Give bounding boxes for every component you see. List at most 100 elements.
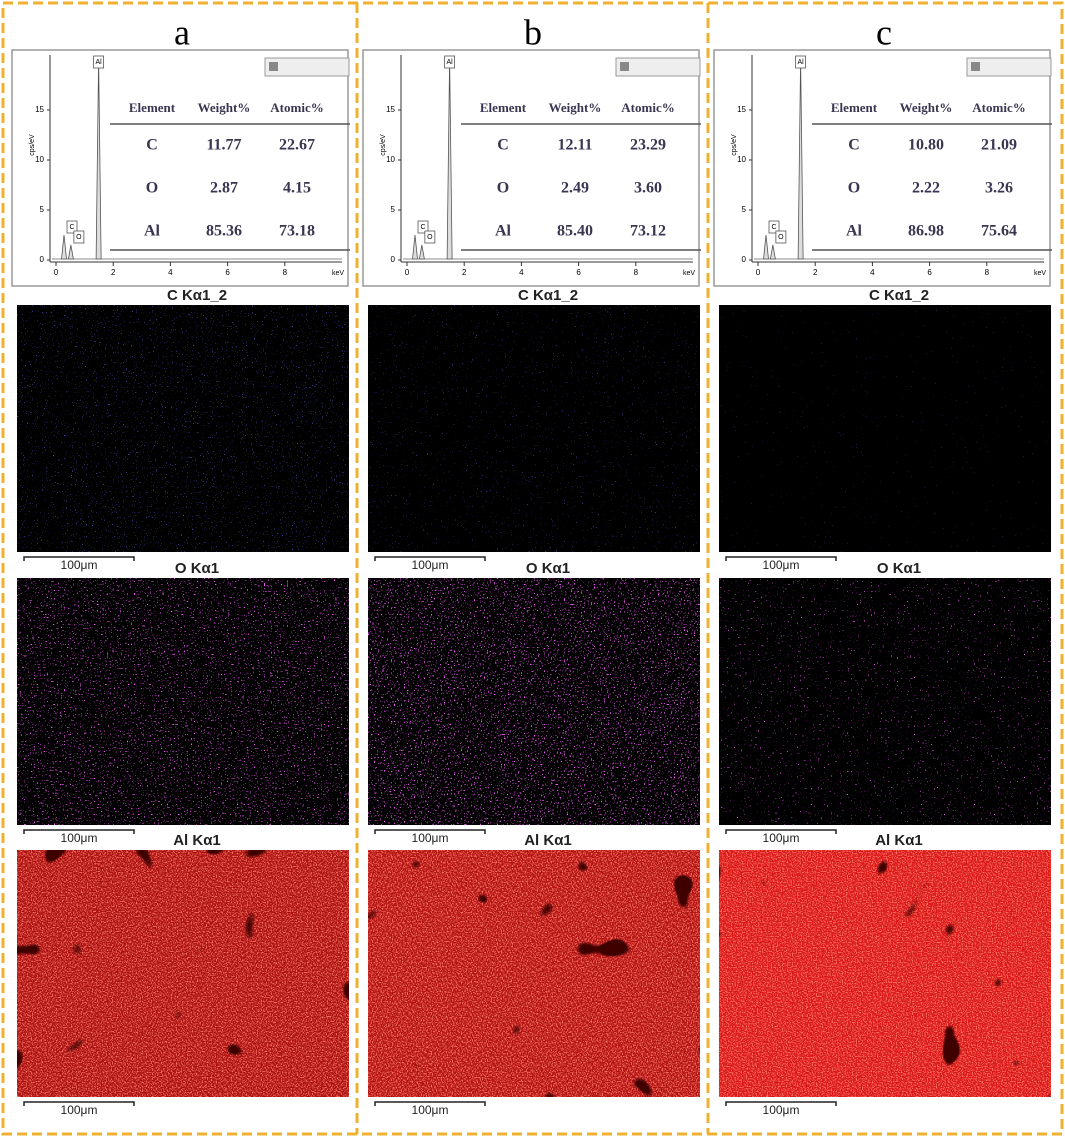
table-header: Element [831, 100, 878, 115]
scale-bar-label: 100μm [763, 558, 800, 572]
legend-box [264, 57, 350, 77]
peak [797, 57, 804, 260]
x-axis-label: keV [332, 270, 344, 277]
peak-label: Al [797, 59, 804, 66]
table-cell: 86.98 [908, 223, 944, 240]
table-cell: C [497, 137, 509, 154]
peak [95, 57, 102, 260]
x-tick-label: 6 [927, 268, 932, 277]
table-cell: 75.64 [981, 223, 1017, 240]
legend-box [615, 57, 701, 77]
table-cell: 3.60 [634, 180, 662, 197]
peak-label: C [771, 224, 776, 231]
table-cell: Al [144, 223, 161, 240]
y-tick-label: 15 [35, 105, 44, 114]
x-tick-label: 0 [405, 268, 410, 277]
scale-bar-label: 100μm [412, 831, 449, 845]
peak-label: C [69, 224, 74, 231]
table-cell: 3.26 [985, 180, 1013, 197]
peak [769, 244, 776, 260]
scale-bar [725, 829, 837, 834]
map-noise [368, 578, 700, 825]
scale-bar-label: 100μm [61, 558, 98, 572]
table-cell: 10.80 [908, 137, 944, 154]
y-tick-label: 0 [40, 255, 45, 264]
scale-bar-label: 100μm [763, 831, 800, 845]
map-voids [17, 850, 349, 1097]
map-title: Al Kα1 [173, 832, 221, 849]
table-header: Weight% [900, 100, 953, 115]
x-tick-label: 4 [519, 268, 524, 277]
y-axis-label: cps/eV [731, 134, 738, 156]
map-voids [368, 850, 700, 1097]
peak-label-box [444, 55, 456, 69]
table-cell: 73.18 [279, 223, 315, 240]
y-tick-label: 15 [386, 105, 395, 114]
table-cell: 12.11 [557, 137, 592, 154]
spectrum-box [362, 49, 700, 287]
y-tick-label: 5 [742, 205, 747, 214]
panel-label: c [876, 12, 892, 52]
peak-label-box [93, 55, 105, 69]
peak-label-box [775, 230, 787, 244]
peak [61, 234, 67, 260]
map-title: O Kα1 [526, 560, 570, 577]
table-header: Weight% [549, 100, 602, 115]
table-cell: O [146, 180, 158, 197]
peak-label: C [420, 224, 425, 231]
peak-label: Al [95, 59, 102, 66]
table-header: Weight% [198, 100, 251, 115]
map-noise [368, 305, 700, 552]
scale-bar [725, 1101, 837, 1106]
table-cell: 85.40 [557, 223, 593, 240]
peak-label-box [768, 220, 780, 234]
scale-bar [23, 1101, 135, 1106]
table-cell: 85.36 [206, 223, 242, 240]
table-cell: O [848, 180, 860, 197]
peak-label-box [417, 220, 429, 234]
table-cell: C [146, 137, 158, 154]
y-tick-label: 0 [742, 255, 747, 264]
y-tick-label: 15 [737, 105, 746, 114]
table-cell: Al [495, 223, 512, 240]
peak-label: O [427, 234, 433, 241]
map-title: C Kα1_2 [518, 287, 578, 304]
table-cell: 4.15 [283, 180, 311, 197]
scale-bar-label: 100μm [763, 1103, 800, 1117]
peak-label: O [778, 234, 784, 241]
scale-bar-label: 100μm [61, 1103, 98, 1117]
peak [418, 244, 425, 260]
table-cell: 21.09 [981, 137, 1017, 154]
y-tick-label: 10 [737, 155, 746, 164]
peak-label: Al [446, 59, 453, 66]
map-title: C Kα1_2 [167, 287, 227, 304]
scale-bar [23, 556, 135, 561]
scale-bar-label: 100μm [412, 1103, 449, 1117]
table-header: Element [480, 100, 527, 115]
peak-label-box [73, 230, 85, 244]
table-cell: 2.49 [561, 180, 589, 197]
scale-bar [374, 1101, 486, 1106]
y-axis-label: cps/eV [29, 134, 36, 156]
x-tick-label: 0 [54, 268, 59, 277]
peak-label-box [424, 230, 436, 244]
y-tick-label: 10 [386, 155, 395, 164]
x-tick-label: 2 [813, 268, 818, 277]
legend-swatch [620, 62, 629, 71]
x-axis-label: keV [683, 270, 695, 277]
scale-bar [23, 829, 135, 834]
table-cell: C [848, 137, 860, 154]
x-tick-label: 0 [756, 268, 761, 277]
legend-swatch [971, 62, 980, 71]
map-title: O Kα1 [175, 560, 219, 577]
map-voids [719, 850, 1051, 1097]
table-header: Atomic% [972, 100, 1025, 115]
peak [446, 57, 453, 260]
map-title: Al Kα1 [875, 832, 923, 849]
map-title: Al Kα1 [524, 832, 572, 849]
legend-swatch [269, 62, 278, 71]
x-axis-label: keV [1034, 270, 1046, 277]
table-header: Element [129, 100, 176, 115]
peak [412, 234, 418, 260]
